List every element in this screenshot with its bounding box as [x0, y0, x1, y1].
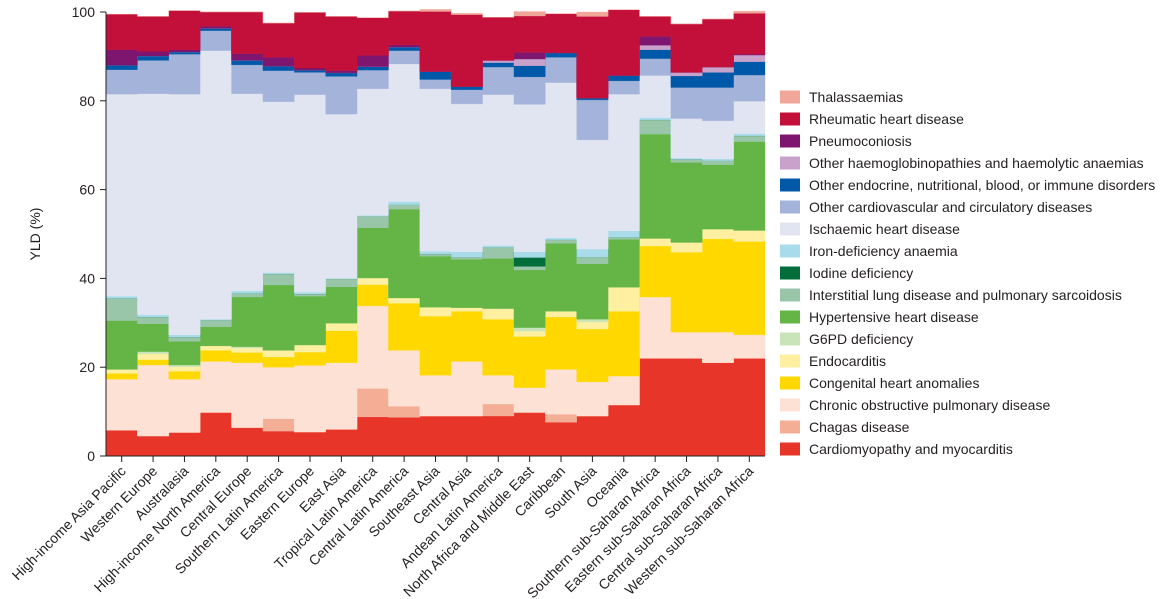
- legend-swatch: [780, 442, 800, 456]
- legend-label: Chronic obstructive pulmonary disease: [809, 397, 1050, 413]
- legend-label: Congenital heart anomalies: [809, 375, 979, 391]
- legend-swatch: [780, 134, 800, 148]
- legend-label: Hypertensive heart disease: [809, 309, 979, 325]
- legend-label: Cardiomyopathy and myocarditis: [809, 441, 1013, 457]
- legend-label: Other cardiovascular and circulatory dis…: [809, 199, 1092, 215]
- legend: Thalassaemias Rheumatic heart disease Pneu…: [780, 89, 1155, 457]
- legend-swatch: [780, 332, 800, 346]
- legend-swatch: [780, 310, 800, 324]
- legend-label: Pneumoconiosis: [809, 133, 912, 149]
- y-tick-label: 60: [79, 182, 95, 198]
- legend-swatch: [780, 420, 800, 434]
- legend-swatch: [780, 288, 800, 302]
- legend-label: Thalassaemias: [809, 89, 903, 105]
- y-tick-label: 40: [79, 270, 95, 286]
- y-tick-label: 80: [79, 93, 95, 109]
- legend-label: Iodine deficiency: [809, 265, 913, 281]
- legend-swatch: [780, 200, 800, 214]
- legend-label: G6PD deficiency: [809, 331, 913, 347]
- legend-label: Other haemoglobinopathies and haemolytic…: [809, 155, 1144, 171]
- legend-swatch: [780, 354, 800, 368]
- legend-swatch: [780, 178, 800, 192]
- legend-swatch: [780, 90, 800, 104]
- y-axis-title: YLD (%): [27, 208, 43, 261]
- y-tick-label: 0: [87, 448, 95, 464]
- legend-swatch: [780, 376, 800, 390]
- legend-label: Chagas disease: [809, 419, 910, 435]
- legend-label: Endocarditis: [809, 353, 886, 369]
- legend-swatch: [780, 244, 800, 258]
- legend-label: Iron-deficiency anaemia: [809, 243, 958, 259]
- legend-swatch: [780, 156, 800, 170]
- legend-swatch: [780, 112, 800, 126]
- series-area-16: [106, 9, 766, 25]
- legend-label: Rheumatic heart disease: [809, 111, 964, 127]
- legend-swatch: [780, 266, 800, 280]
- y-tick-label: 100: [72, 4, 96, 20]
- legend-label: Other endocrine, nutritional, blood, or …: [809, 177, 1155, 193]
- legend-label: Interstitial lung disease and pulmonary …: [809, 287, 1122, 303]
- series-areas: [105, 9, 766, 457]
- legend-label: Ischaemic heart disease: [809, 221, 960, 237]
- legend-swatch: [780, 398, 800, 412]
- y-tick-label: 20: [79, 359, 95, 375]
- legend-swatch: [780, 222, 800, 236]
